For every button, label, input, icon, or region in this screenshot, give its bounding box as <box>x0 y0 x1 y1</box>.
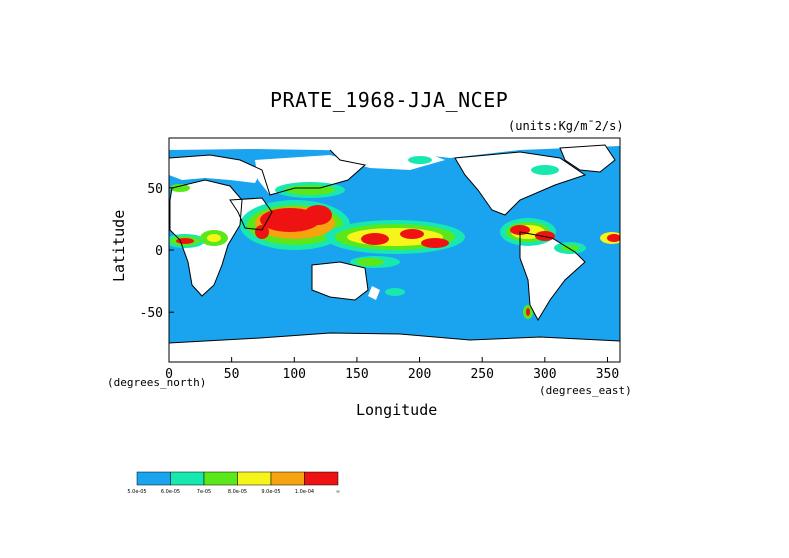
precip-north-pacific <box>408 156 432 164</box>
x-tick-label: 0 <box>165 367 173 382</box>
x-tick-label: 50 <box>224 367 240 382</box>
coastlines <box>169 144 620 344</box>
land-europe <box>169 155 262 183</box>
legend-label: 6.0e-05 <box>161 489 180 495</box>
legend-swatch <box>237 471 272 486</box>
x-tick-label: 300 <box>533 367 556 382</box>
legend-label: ∞ <box>336 489 340 495</box>
legend-label: 9.0e-05 <box>261 489 280 495</box>
land-south-america <box>520 232 585 320</box>
land-asia <box>255 155 365 195</box>
x-axis-unit-right: (degrees_east) <box>539 384 632 397</box>
y-tick-label: -50 <box>140 306 163 321</box>
legend-swatch <box>170 471 205 486</box>
land-nz <box>368 286 380 300</box>
legend-label: 1.0e-04 <box>295 489 314 495</box>
land-siberia <box>330 150 445 170</box>
x-axis-label: Longitude <box>356 401 438 419</box>
precip-north-atlantic <box>531 165 559 175</box>
color-legend: 5.0e-05 6.0e-05 7e-05 8.0e-05 9.0e-05 1.0e-04… <box>127 471 340 495</box>
land-arctic <box>169 138 620 158</box>
x-tick-label: 100 <box>283 367 306 382</box>
y-tick-label: 50 <box>147 182 163 197</box>
legend-label: 8.0e-05 <box>228 489 247 495</box>
land-antarctica <box>169 333 620 362</box>
x-tick-label: 200 <box>408 367 431 382</box>
precip-south-pacific <box>385 288 405 296</box>
y-axis-label: Latitude <box>110 209 128 282</box>
legend-swatch <box>136 471 171 486</box>
units-label: (units:Kg/m¯2/s) <box>508 119 624 133</box>
x-tick-label: 150 <box>345 367 368 382</box>
precipitation-fields <box>169 156 620 319</box>
y-tick-label: 0 <box>155 244 163 259</box>
precip-europe <box>170 184 190 192</box>
legend-label: 7e-05 <box>197 489 211 495</box>
x-tick-label: 350 <box>596 367 619 382</box>
y-axis-ticks: 50 0 -50 <box>140 182 174 321</box>
x-axis-unit-left: (degrees_north) <box>107 376 207 389</box>
legend-swatch <box>304 471 339 486</box>
legend-swatch <box>270 471 305 486</box>
x-axis-ticks: 0 50 100 150 200 250 300 350 <box>165 357 619 382</box>
legend-swatch <box>203 471 238 486</box>
land-australia <box>312 262 368 300</box>
legend-label: 5.0e-05 <box>127 489 146 495</box>
x-tick-label: 250 <box>470 367 493 382</box>
map-title: PRATE_1968-JJA_NCEP <box>270 88 509 112</box>
